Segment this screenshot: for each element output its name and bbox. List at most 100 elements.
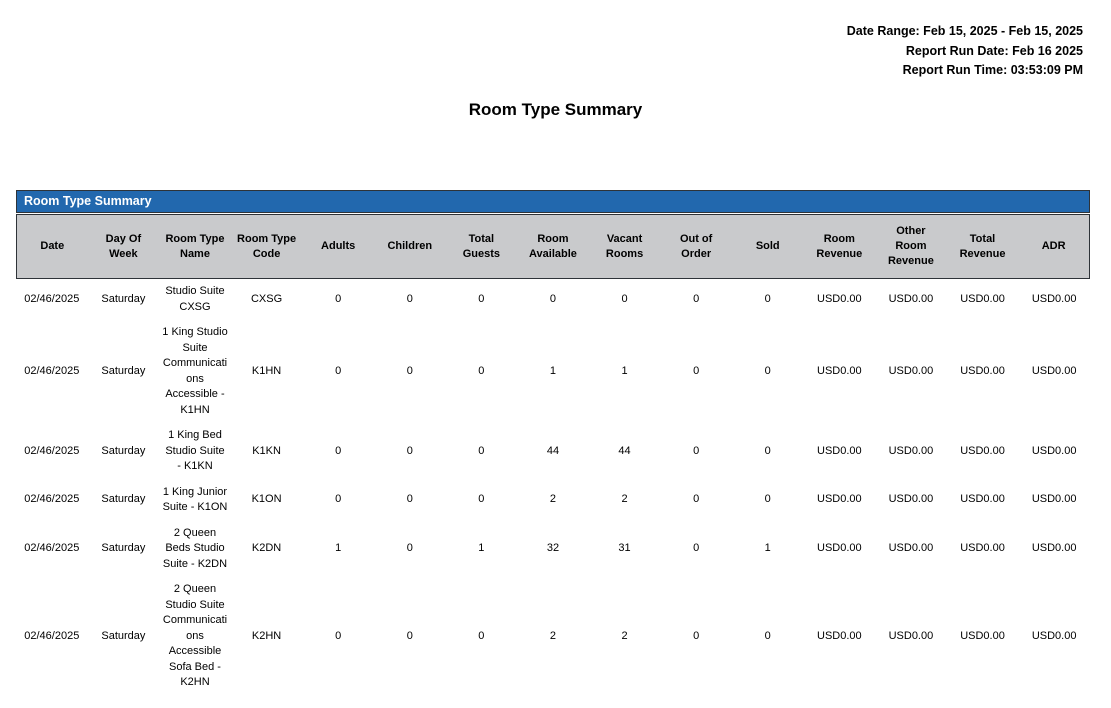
table-cell: 02/46/2025 (16, 279, 88, 320)
table-cell: 02/46/2025 (16, 520, 88, 577)
column-header: Children (373, 214, 446, 279)
column-header: Adults (302, 214, 374, 279)
table-cell: USD0.00 (803, 279, 876, 320)
table-cell: USD0.00 (875, 520, 947, 577)
table-cell: USD0.00 (946, 577, 1019, 696)
table-cell: 44 (517, 423, 589, 480)
table-cell: USD0.00 (803, 479, 876, 521)
table-row: 02/46/2025 Saturday 2 Queen Beds Studio Su… (16, 520, 1090, 577)
table-cell: CXSG (230, 279, 303, 320)
column-header: Vacant Rooms (588, 214, 661, 279)
column-header: Total Revenue (946, 214, 1019, 279)
table-cell: USD0.00 (1018, 279, 1090, 320)
table-cell: 0 (373, 423, 446, 480)
table-cell: 0 (373, 320, 446, 423)
table-cell: 0 (302, 423, 374, 480)
column-header: Room Available (517, 214, 589, 279)
table-cell: 02/46/2025 (16, 423, 88, 480)
table-cell: USD0.00 (875, 577, 947, 696)
report-run-date-line: Report Run Date: Feb 16 2025 (905, 43, 1083, 58)
table-cell: K2DN (230, 520, 303, 577)
table-cell: USD0.00 (803, 520, 876, 577)
table-cell: 31 (588, 520, 661, 577)
table-cell: 0 (373, 520, 446, 577)
table-cell: USD0.00 (1018, 423, 1090, 480)
table-cell: 1 King Junior Suite - K1ON (159, 479, 231, 521)
table-row: 02/46/2025 Saturday 1 King Studio Suite Co… (16, 320, 1090, 423)
table-cell: 0 (373, 479, 446, 521)
column-header: Date (16, 214, 88, 279)
table-row: 02/46/2025 Saturday 1 King Junior Suite - … (16, 479, 1090, 521)
table-cell: 0 (731, 279, 804, 320)
table-cell: USD0.00 (803, 423, 876, 480)
table-cell: Saturday (87, 577, 160, 696)
table-cell: 0 (445, 279, 518, 320)
column-header: ADR (1018, 214, 1090, 279)
table-cell: K2HN (230, 577, 303, 696)
table-cell: 1 (588, 320, 661, 423)
column-header: Room Type Name (159, 214, 231, 279)
table-cell: USD0.00 (803, 577, 876, 696)
table-cell: USD0.00 (875, 279, 947, 320)
table-cell: 0 (373, 279, 446, 320)
date-range-line: Date Range: Feb 15, 2025 - Feb 15, 2025 (846, 24, 1083, 38)
room-type-summary-table: Date Day Of Week Room Type Name Room Type C… (16, 214, 1090, 696)
table-cell: USD0.00 (875, 320, 947, 423)
table-cell: 0 (302, 320, 374, 423)
table-cell: 0 (302, 479, 374, 521)
column-header: Day Of Week (87, 214, 160, 279)
table-cell: Saturday (87, 279, 160, 320)
table-cell: 0 (517, 279, 589, 320)
table-cell: 02/46/2025 (16, 577, 88, 696)
column-header: Other Room Revenue (875, 214, 947, 279)
table-cell: 1 (517, 320, 589, 423)
table-cell: 0 (660, 279, 732, 320)
table-cell: 0 (660, 577, 732, 696)
table-cell: 0 (731, 320, 804, 423)
table-cell: Studio Suite CXSG (159, 279, 231, 320)
room-type-summary-section: Room Type Summary Date Day Of Week Room Ty… (16, 190, 1090, 696)
table-row: 02/46/2025 Saturday Studio Suite CXSG CXSG 0… (16, 279, 1090, 320)
table-cell: USD0.00 (875, 479, 947, 521)
table-cell: 0 (302, 577, 374, 696)
table-cell: 02/46/2025 (16, 320, 88, 423)
table-cell: 0 (445, 320, 518, 423)
table-cell: 0 (373, 577, 446, 696)
table-cell: 0 (731, 423, 804, 480)
table-cell: 2 (517, 479, 589, 521)
table-row: 02/46/2025 Saturday 1 King Bed Studio Suit… (16, 423, 1090, 480)
table-cell: Saturday (87, 320, 160, 423)
table-cell: 0 (445, 479, 518, 521)
table-cell: USD0.00 (875, 423, 947, 480)
table-cell: 2 Queen Beds Studio Suite - K2DN (159, 520, 231, 577)
table-cell: 0 (588, 279, 661, 320)
table-section-header: Room Type Summary (16, 190, 1090, 213)
table-cell: 0 (660, 479, 732, 521)
table-cell: USD0.00 (1018, 577, 1090, 696)
report-meta: Date Range: Feb 15, 2025 - Feb 15, 2025 … (847, 22, 1083, 81)
table-cell: 0 (660, 320, 732, 423)
table-cell: 0 (660, 423, 732, 480)
table-cell: 1 (731, 520, 804, 577)
page-title: Room Type Summary (468, 100, 643, 119)
column-header: Room Revenue (803, 214, 876, 279)
table-cell: 0 (445, 423, 518, 480)
column-header: Out of Order (660, 214, 732, 279)
column-header: Room Type Code (230, 214, 303, 279)
table-cell: K1HN (230, 320, 303, 423)
table-cell: USD0.00 (1018, 320, 1090, 423)
table-cell: 1 King Studio Suite Communications Acces… (159, 320, 231, 423)
table-cell: 2 Queen Studio Suite Communications Acce… (159, 577, 231, 696)
table-cell: USD0.00 (946, 279, 1019, 320)
table-cell: 44 (588, 423, 661, 480)
table-cell: 2 (517, 577, 589, 696)
table-cell: 0 (731, 479, 804, 521)
table-cell: K1ON (230, 479, 303, 521)
table-cell: USD0.00 (1018, 479, 1090, 521)
table-cell: 32 (517, 520, 589, 577)
table-cell: 2 (588, 479, 661, 521)
table-cell: 02/46/2025 (16, 479, 88, 521)
table-cell: 0 (445, 577, 518, 696)
table-cell: USD0.00 (946, 423, 1019, 480)
table-cell: USD0.00 (803, 320, 876, 423)
